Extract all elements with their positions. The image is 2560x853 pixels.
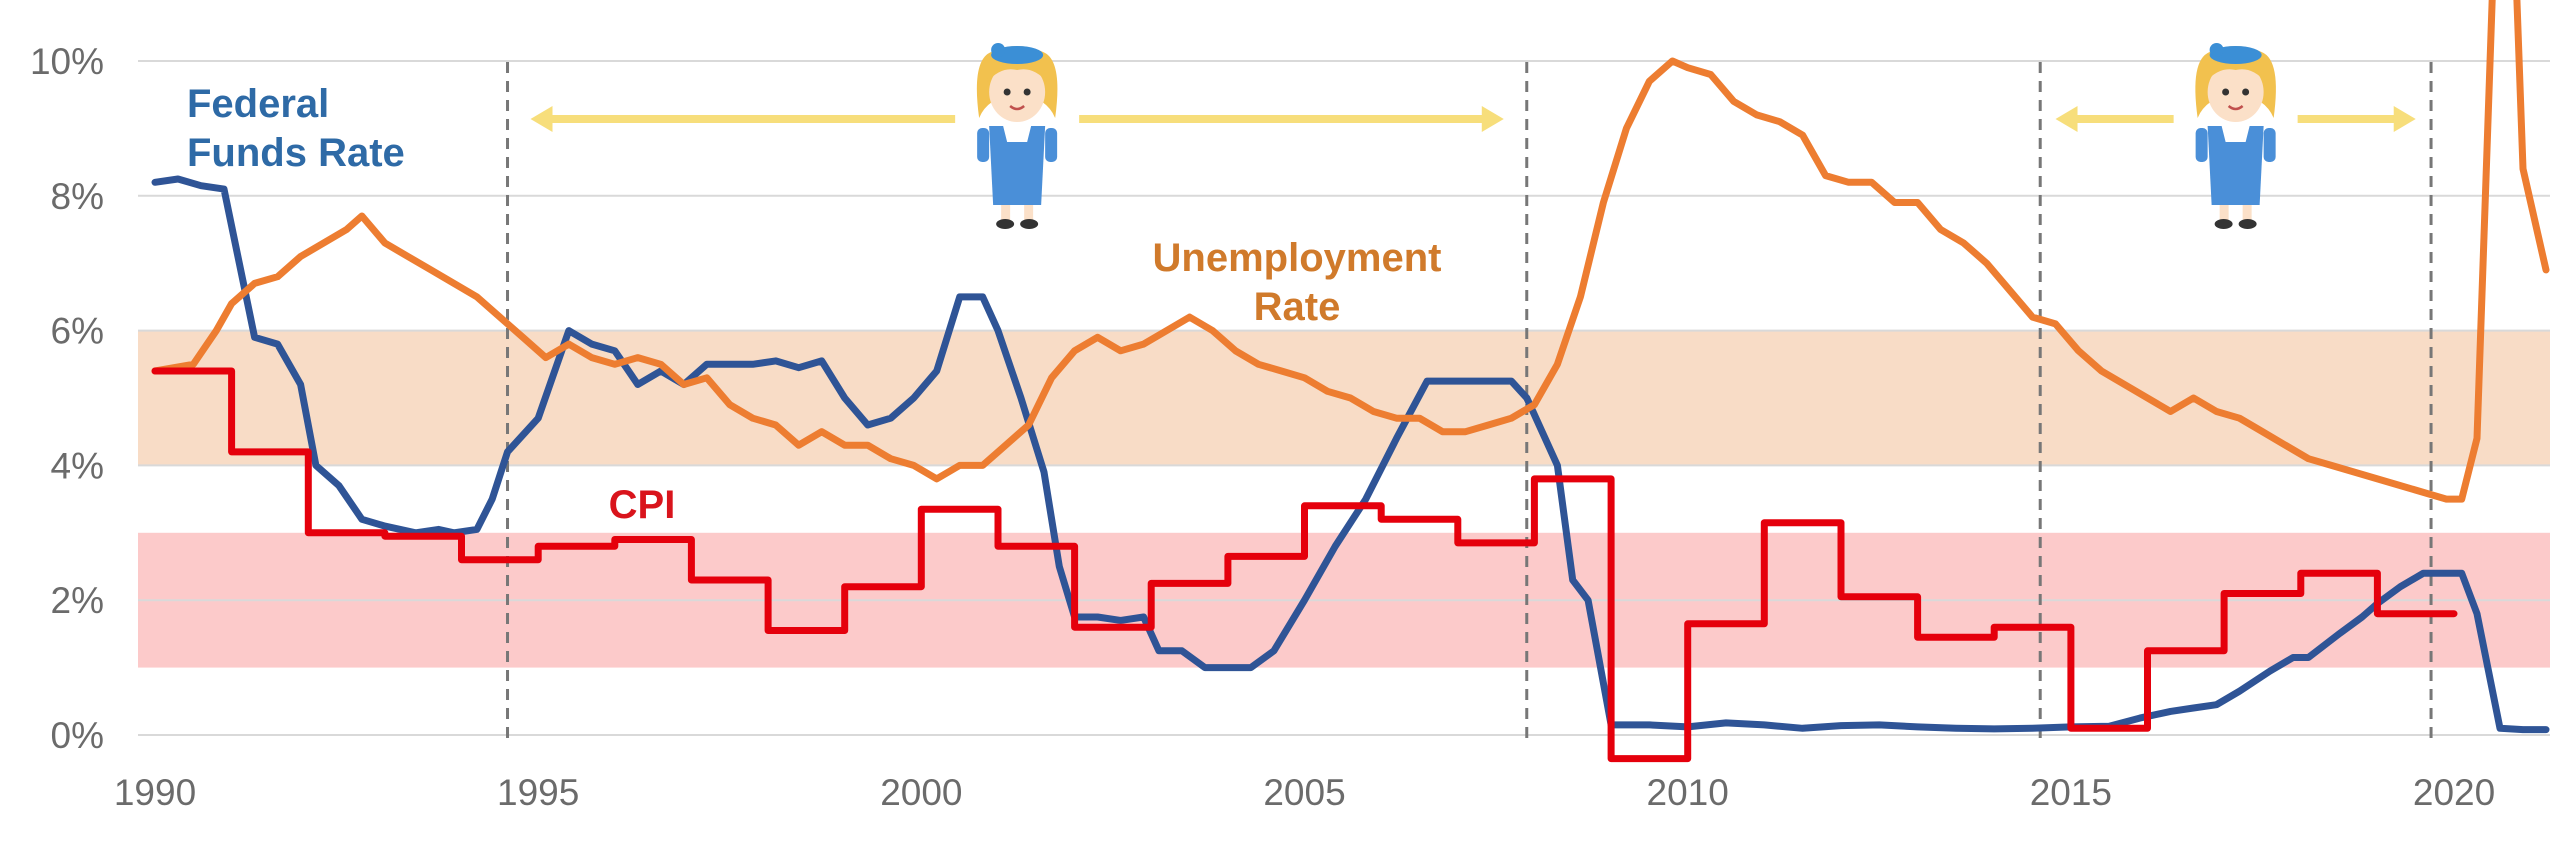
series-label: Unemployment xyxy=(1153,236,1442,280)
series-line-cpi xyxy=(151,367,2458,763)
y-axis-tick-labels: 0% 2% 4% 6% 8% 10% xyxy=(30,41,104,756)
arrow-head-left xyxy=(2055,106,2078,132)
sleeve xyxy=(2263,128,2276,162)
series-label: Federal xyxy=(187,82,329,126)
arrow-head-left xyxy=(530,106,553,132)
dress xyxy=(989,126,1046,205)
eye xyxy=(2242,88,2250,96)
girl-icon xyxy=(976,43,1058,229)
girl-icons xyxy=(976,43,2276,229)
x-tick-label: 2010 xyxy=(1647,772,1729,813)
sleeve xyxy=(977,128,990,162)
series-labels: Federal Funds Rate Unemployment Rate CPI xyxy=(187,82,1441,527)
y-tick-label: 4% xyxy=(51,445,104,486)
series-line-federal-funds-rate xyxy=(151,175,2550,734)
eye xyxy=(2222,88,2230,96)
x-tick-label: 2020 xyxy=(2413,772,2495,813)
smile xyxy=(2227,105,2244,111)
x-axis-tick-labels: 1990 1995 2000 2005 2010 2015 2020 xyxy=(114,772,2495,813)
arrow-head-right xyxy=(1481,106,1504,132)
x-tick-label: 1990 xyxy=(114,772,196,813)
smile xyxy=(1009,105,1025,111)
range-arrows xyxy=(530,106,2416,132)
leg xyxy=(1024,205,1034,221)
double-arrow xyxy=(530,106,1504,132)
collar xyxy=(1003,126,1032,142)
eye xyxy=(1003,88,1011,96)
face xyxy=(989,62,1046,122)
girl-icon xyxy=(2195,43,2276,229)
bow xyxy=(2209,43,2224,57)
y-tick-label: 8% xyxy=(51,176,104,217)
leg xyxy=(2242,205,2252,221)
shoe xyxy=(2238,219,2257,229)
series-label: CPI xyxy=(609,483,676,527)
x-tick-label: 2000 xyxy=(880,772,962,813)
y-tick-label: 2% xyxy=(51,580,104,621)
target-bands xyxy=(138,330,2550,668)
x-tick-label: 2015 xyxy=(2030,772,2112,813)
sleeve xyxy=(1045,128,1058,162)
leg xyxy=(1001,205,1011,221)
arrow-head-right xyxy=(2393,106,2416,132)
gridlines xyxy=(138,60,2550,736)
shoe xyxy=(996,219,1015,229)
series-label: Rate xyxy=(1254,285,1341,329)
leg xyxy=(2219,205,2229,221)
double-arrow xyxy=(2055,106,2416,132)
x-tick-label: 1995 xyxy=(497,772,579,813)
shoe xyxy=(1020,219,1039,229)
sleeve xyxy=(2195,128,2208,162)
face xyxy=(2207,62,2264,122)
collar xyxy=(2221,126,2250,142)
series-lines xyxy=(151,0,2550,763)
y-tick-label: 0% xyxy=(51,715,104,756)
dress xyxy=(2207,126,2264,205)
eye xyxy=(1023,88,1031,96)
x-tick-label: 2005 xyxy=(1263,772,1345,813)
series-line-unemployment-rate xyxy=(151,0,2550,503)
y-tick-label: 6% xyxy=(51,311,104,352)
bow xyxy=(991,43,1006,57)
series-label: Funds Rate xyxy=(187,131,405,175)
y-tick-label: 10% xyxy=(30,41,104,82)
shoe xyxy=(2214,219,2233,229)
